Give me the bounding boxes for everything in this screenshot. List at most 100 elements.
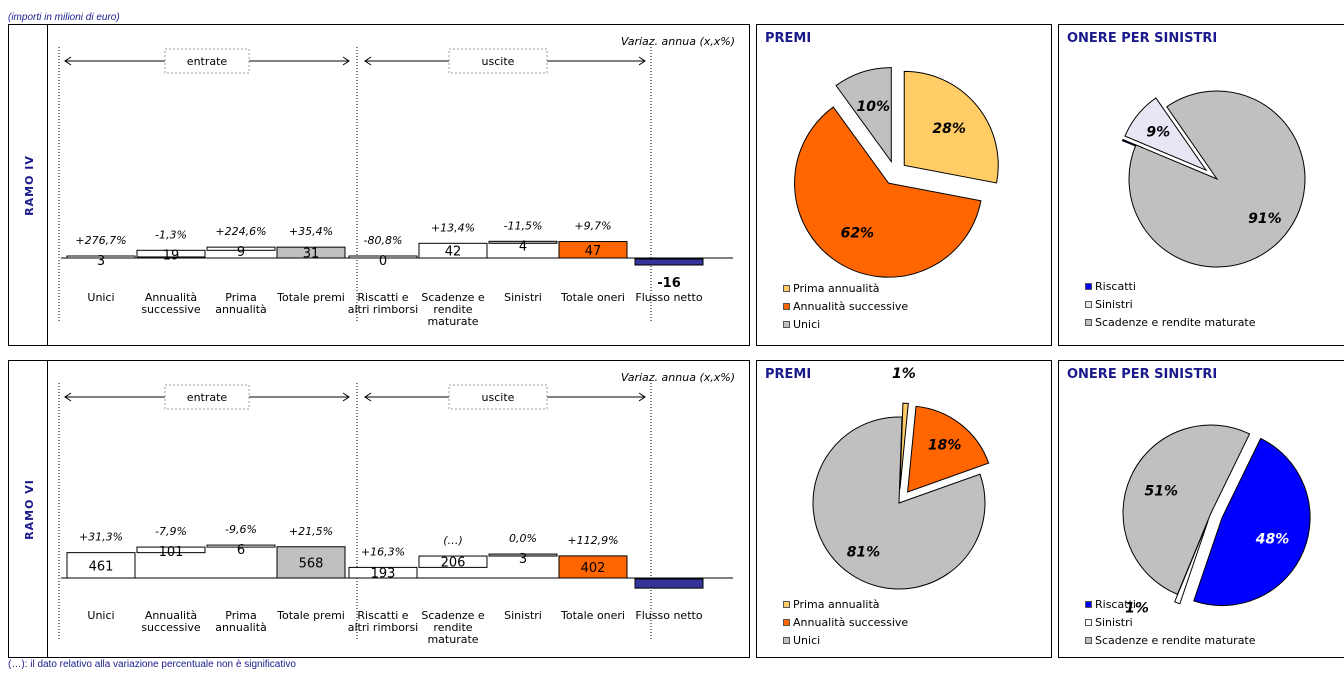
ramo-iv-bar-3 bbox=[276, 246, 346, 259]
pie-4-slice-0 bbox=[899, 402, 909, 490]
pie-4-slice-label-2: 81% bbox=[847, 545, 881, 561]
ramo-vi-group-box-out bbox=[448, 384, 548, 410]
ramo-iv-arrowhead-left-out bbox=[364, 56, 372, 66]
ramo-iv-category-label-2: annualità bbox=[215, 303, 267, 316]
ramo-vi-category-label-2: Prima bbox=[225, 609, 256, 622]
pie-2-slice-label-0: 0% bbox=[1091, 143, 1115, 159]
ramo-iv-group-label-in: entrate bbox=[187, 55, 228, 68]
ramo-vi-value-label-8: 166 bbox=[655, 599, 682, 614]
ramo-vi-variation-0: +31,3% bbox=[79, 531, 123, 544]
legend-label: Riscatti bbox=[1095, 279, 1136, 293]
ramo-vi-variation-caption: Variaz. annua (x,x%) bbox=[621, 371, 735, 384]
ramo-iv-variation-7: +9,7% bbox=[574, 220, 611, 233]
ramo-iv-arrowhead-right-in bbox=[342, 56, 350, 66]
ramo-vi-variation-4: +16,3% bbox=[361, 545, 405, 558]
ramo-iv-category-label-7: Totale oneri bbox=[560, 291, 625, 304]
ramo-iv-bar-7 bbox=[558, 241, 628, 259]
pie-4-slice-2 bbox=[812, 416, 986, 590]
ramo-vi-category-label-4: Riscatti e bbox=[357, 609, 408, 622]
legend-swatch bbox=[1085, 318, 1092, 326]
ramo-vi-value-label-4: 193 bbox=[371, 567, 396, 582]
ramo-iv-group-box-out bbox=[448, 48, 548, 74]
ramo-iv-variation-6: -11,5% bbox=[504, 219, 543, 232]
ramo-vi-arrowhead-right-in bbox=[342, 392, 350, 402]
pie-1-slice-label-2: 10% bbox=[857, 99, 891, 115]
ramo-vi-variation-7: +112,9% bbox=[567, 534, 618, 547]
ramo-iv-category-label-1: Annualità bbox=[145, 291, 197, 304]
ramo-vi-variation-1: -7,9% bbox=[155, 525, 187, 538]
legend-item: Annualità successive bbox=[783, 297, 908, 315]
legend-swatch bbox=[1085, 282, 1092, 290]
ramo-iv-bar-panel: RAMO IV entrate uscite Variaz. annua (x,x%… bbox=[8, 24, 750, 346]
ramo-iv-value-label-6: 4 bbox=[519, 239, 527, 254]
legend-swatch bbox=[783, 320, 790, 328]
ramo-vi-group-box-in bbox=[164, 384, 250, 410]
ramo-vi-bar-6 bbox=[488, 553, 558, 557]
legend-swatch bbox=[783, 636, 790, 644]
ramo-vi-bar-3 bbox=[276, 546, 346, 579]
ramo-iv-value-label-7: 47 bbox=[585, 244, 602, 259]
legend-swatch bbox=[1085, 300, 1092, 308]
pie-4-slice-label-1: 18% bbox=[928, 438, 962, 454]
ramo-vi-bar-panel: RAMO VI entrate uscite Variaz. annua (x,x%… bbox=[8, 360, 750, 658]
ramo-vi-oneri-legend: Riscatti Sinistri Scadenze e rendite matur… bbox=[1085, 595, 1256, 649]
ramo-vi-variation-3: +21,5% bbox=[289, 525, 333, 538]
ramo-iv-value-label-5: 42 bbox=[445, 245, 462, 260]
ramo-iv-value-label-3: 31 bbox=[303, 247, 320, 262]
pie-1-slice-2 bbox=[835, 67, 892, 164]
ramo-iv-category-label-5: Scadenze e bbox=[421, 291, 485, 304]
ramo-iv-variation-2: +224,6% bbox=[215, 225, 266, 238]
pie-5-slice-2 bbox=[1122, 424, 1251, 596]
pie-2-slice-label-2: 91% bbox=[1248, 211, 1282, 227]
ramo-iv-variation-caption: Variaz. annua (x,x%) bbox=[621, 35, 735, 48]
pie-2-slice-1 bbox=[1124, 97, 1208, 172]
ramo-iv-bar-1 bbox=[136, 249, 206, 258]
ramo-vi-bar-2 bbox=[206, 544, 276, 548]
ramo-vi-premi-pie: 1% 18% 81% bbox=[812, 366, 990, 590]
ramo-vi-category-label-2: annualità bbox=[215, 621, 267, 634]
ramo-iv-premi-panel: PREMI 28% 62% 10% Prima annualità Annualità… bbox=[756, 24, 1052, 346]
ramo-iv-variation-5: +13,4% bbox=[431, 221, 475, 234]
ramo-iv-premi-title: PREMI bbox=[765, 31, 812, 46]
ramo-vi-category-label-0: Unici bbox=[87, 609, 114, 622]
legend-swatch bbox=[783, 302, 790, 310]
ramo-iv-oneri-pie: 0% 9% 91% bbox=[1091, 90, 1306, 268]
legend-label: Riscatti bbox=[1095, 597, 1136, 611]
pie-5-slice-0 bbox=[1193, 437, 1311, 607]
pie-5-slice-label-2: 51% bbox=[1144, 484, 1178, 500]
ramo-iv-arrowhead-left-in bbox=[64, 56, 72, 66]
legend-item: Prima annualità bbox=[783, 595, 908, 613]
ramo-iv-premi-pie: 28% 62% 10% bbox=[794, 67, 999, 278]
footnote: (…): il dato relativo alla variazione pe… bbox=[8, 659, 296, 670]
legend-item: Scadenze e rendite maturate bbox=[1085, 313, 1256, 331]
pie-1-slice-label-1: 62% bbox=[841, 225, 875, 241]
ramo-vi-category-label-1: Annualità bbox=[145, 609, 197, 622]
legend-label: Scadenze e rendite maturate bbox=[1095, 315, 1256, 329]
ramo-iv-variation-3: +35,4% bbox=[289, 225, 333, 238]
ramo-iv-category-label-2: Prima bbox=[225, 291, 256, 304]
ramo-iv-category-label-0: Unici bbox=[87, 291, 114, 304]
ramo-iv-bar-8 bbox=[634, 258, 704, 266]
legend-swatch bbox=[1085, 600, 1092, 608]
ramo-iv-category-label-1: successive bbox=[141, 303, 201, 316]
ramo-vi-premi-legend: Prima annualità Annualità successive Unici bbox=[783, 595, 908, 649]
ramo-vi-category-label-3: Totale premi bbox=[276, 609, 345, 622]
legend-swatch bbox=[1085, 618, 1092, 626]
ramo-vi-value-label-1: 101 bbox=[159, 545, 184, 560]
ramo-iv-variation-1: -1,3% bbox=[155, 228, 187, 241]
ramo-iv-category-label-4: Riscatti e bbox=[357, 291, 408, 304]
ramo-iv-bar-6 bbox=[488, 240, 558, 244]
ramo-vi-value-label-3: 568 bbox=[299, 556, 324, 571]
legend-item: Prima annualità bbox=[783, 279, 908, 297]
ramo-vi-category-label-6: Sinistri bbox=[504, 609, 542, 622]
legend-swatch bbox=[783, 618, 790, 626]
legend-label: Sinistri bbox=[1095, 615, 1133, 629]
ramo-iv-bar-0 bbox=[66, 255, 136, 259]
ramo-vi-category-label-4: altri rimborsi bbox=[348, 621, 419, 634]
ramo-vi-category-label-5: maturate bbox=[427, 633, 478, 646]
ramo-iv-group-label-out: uscite bbox=[482, 55, 515, 68]
ramo-vi-bar-8 bbox=[634, 578, 704, 589]
pie-5-slice-label-1: 1% bbox=[1125, 601, 1149, 617]
ramo-vi-category-label-7: Totale oneri bbox=[560, 609, 625, 622]
ramo-iv-category-label-8: Flusso netto bbox=[635, 291, 702, 304]
